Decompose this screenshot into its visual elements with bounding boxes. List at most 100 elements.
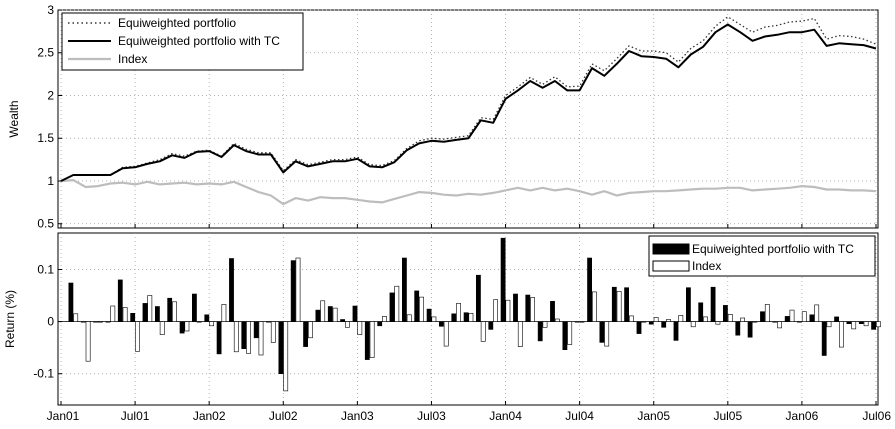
bar-index [85,321,91,362]
series-line-index [60,179,877,206]
legend-label-returns-index: Index [692,259,721,273]
legend-label-returns-equiweighted-portfolio-with-tc: Equiweighted portfolio with TC [692,242,854,256]
bar-index [122,307,128,322]
returns-y-tick-label: 0.1 [37,262,54,276]
x-tick-label: Jul06 [862,409,891,423]
bar-index [826,321,832,328]
x-tick-label: Jan01 [47,409,80,423]
bar-portfolio-tc [574,321,580,323]
bar-index [517,321,523,347]
bar-index [344,321,350,328]
bar-index [554,318,560,322]
bar-index [184,321,190,332]
bar-index [135,321,140,352]
legend-swatch-returns-equiweighted-portfolio-with-tc [652,243,690,255]
wealth-y-axis-label: Wealth [7,100,21,137]
x-tick-label: Jul03 [417,409,446,423]
bar-portfolio-tc [797,321,802,323]
bar-index [369,321,375,358]
bar-portfolio-tc [389,292,395,322]
bar-index [875,321,881,328]
bar-portfolio-tc [772,321,778,323]
bar-index [98,321,103,323]
bar-index [641,321,647,323]
returns-bars [68,237,881,392]
bar-portfolio-tc [821,321,827,356]
returns-legend: Equiweighted portfolio with TC Index [648,235,876,277]
bar-portfolio-tc [587,257,592,322]
bar-index [357,321,363,335]
bar-portfolio-tc [760,311,765,322]
series-line-equiweighted-portfolio-with-tc [60,23,877,182]
bar-index [666,319,671,322]
bar-portfolio-tc [204,314,210,322]
returns-y-tick-label: 0 [47,315,54,329]
legend-label-equiweighted-portfolio: Equiweighted portfolio [118,16,236,30]
bar-index [591,291,597,322]
bar-index [653,317,659,322]
returns-y-ticks: -0.1 0 0.1 [33,262,62,381]
bar-index [493,299,498,322]
bar-portfolio-tc [710,286,716,322]
bar-portfolio-tc [303,321,308,347]
bar-portfolio-tc [377,321,383,327]
bar-portfolio-tc [809,314,815,322]
bar-portfolio-tc [167,297,173,323]
bar-index [159,321,165,335]
bar-index [419,296,424,322]
wealth-y-tick-label: 0.5 [37,217,54,231]
returns-y-axis-label: Return (%) [3,290,17,348]
bar-portfolio-tc [525,294,531,322]
bar-portfolio-tc [599,321,605,343]
bar-portfolio-tc [68,282,74,322]
wealth-legend: Equiweighted portfolio Equiweighted port… [61,12,304,71]
bar-index [270,321,276,343]
bar-index [147,295,153,322]
bar-portfolio-tc [142,303,148,322]
bar-portfolio-tc [698,302,704,322]
bar-index [196,321,202,323]
bar-index [777,321,782,329]
bar-index [863,321,869,327]
wealth-chart: 0.5 1 1.5 2 2.5 3 Wealth Equiweighted portfol… [7,3,879,231]
bar-index [678,315,684,322]
bar-index [283,321,289,392]
wealth-y-tick-label: 3 [47,3,54,17]
x-tick-label: Jul04 [565,409,594,423]
bar-portfolio-tc [192,293,197,322]
x-tick-label: Jul05 [713,409,742,423]
bar-portfolio-tc [105,321,111,323]
bar-portfolio-tc [661,321,667,328]
bar-index [616,291,622,322]
bar-index [456,303,461,322]
legend-label-equiweighted-portfolio-with-tc: Equiweighted portfolio with TC [118,34,280,48]
wealth-y-tick-label: 2.5 [37,46,54,60]
returns-x-ticks: Jan01 Jul01 Jan02 Jul02 Jan03 Jul03 Jan04 Jul04… [47,401,891,423]
bar-portfolio-tc [648,321,654,325]
bar-portfolio-tc [80,321,86,323]
bar-index [320,300,326,322]
bar-portfolio-tc [488,321,494,330]
bar-index [703,316,708,322]
bar-portfolio-tc [537,321,543,342]
x-tick-label: Jan04 [489,409,522,423]
bar-portfolio-tc [500,237,506,322]
bar-portfolio-tc [438,321,444,327]
bar-index [431,316,437,322]
wealth-y-tick-label: 2 [47,88,54,102]
bar-portfolio-tc [858,321,864,325]
bar-index [727,313,733,322]
bar-portfolio-tc [834,316,839,322]
bar-index [690,321,696,328]
bar-index [468,312,474,322]
bar-index [764,304,770,322]
bar-portfolio-tc [155,306,160,322]
bar-portfolio-tc [562,321,568,351]
legend-label-index: Index [118,52,147,66]
bar-portfolio-tc [685,287,691,322]
bar-portfolio-tc [290,260,296,322]
x-tick-label: Jan06 [786,409,819,423]
bar-index [209,321,214,327]
bar-index [814,304,820,322]
bar-portfolio-tc [611,286,617,322]
